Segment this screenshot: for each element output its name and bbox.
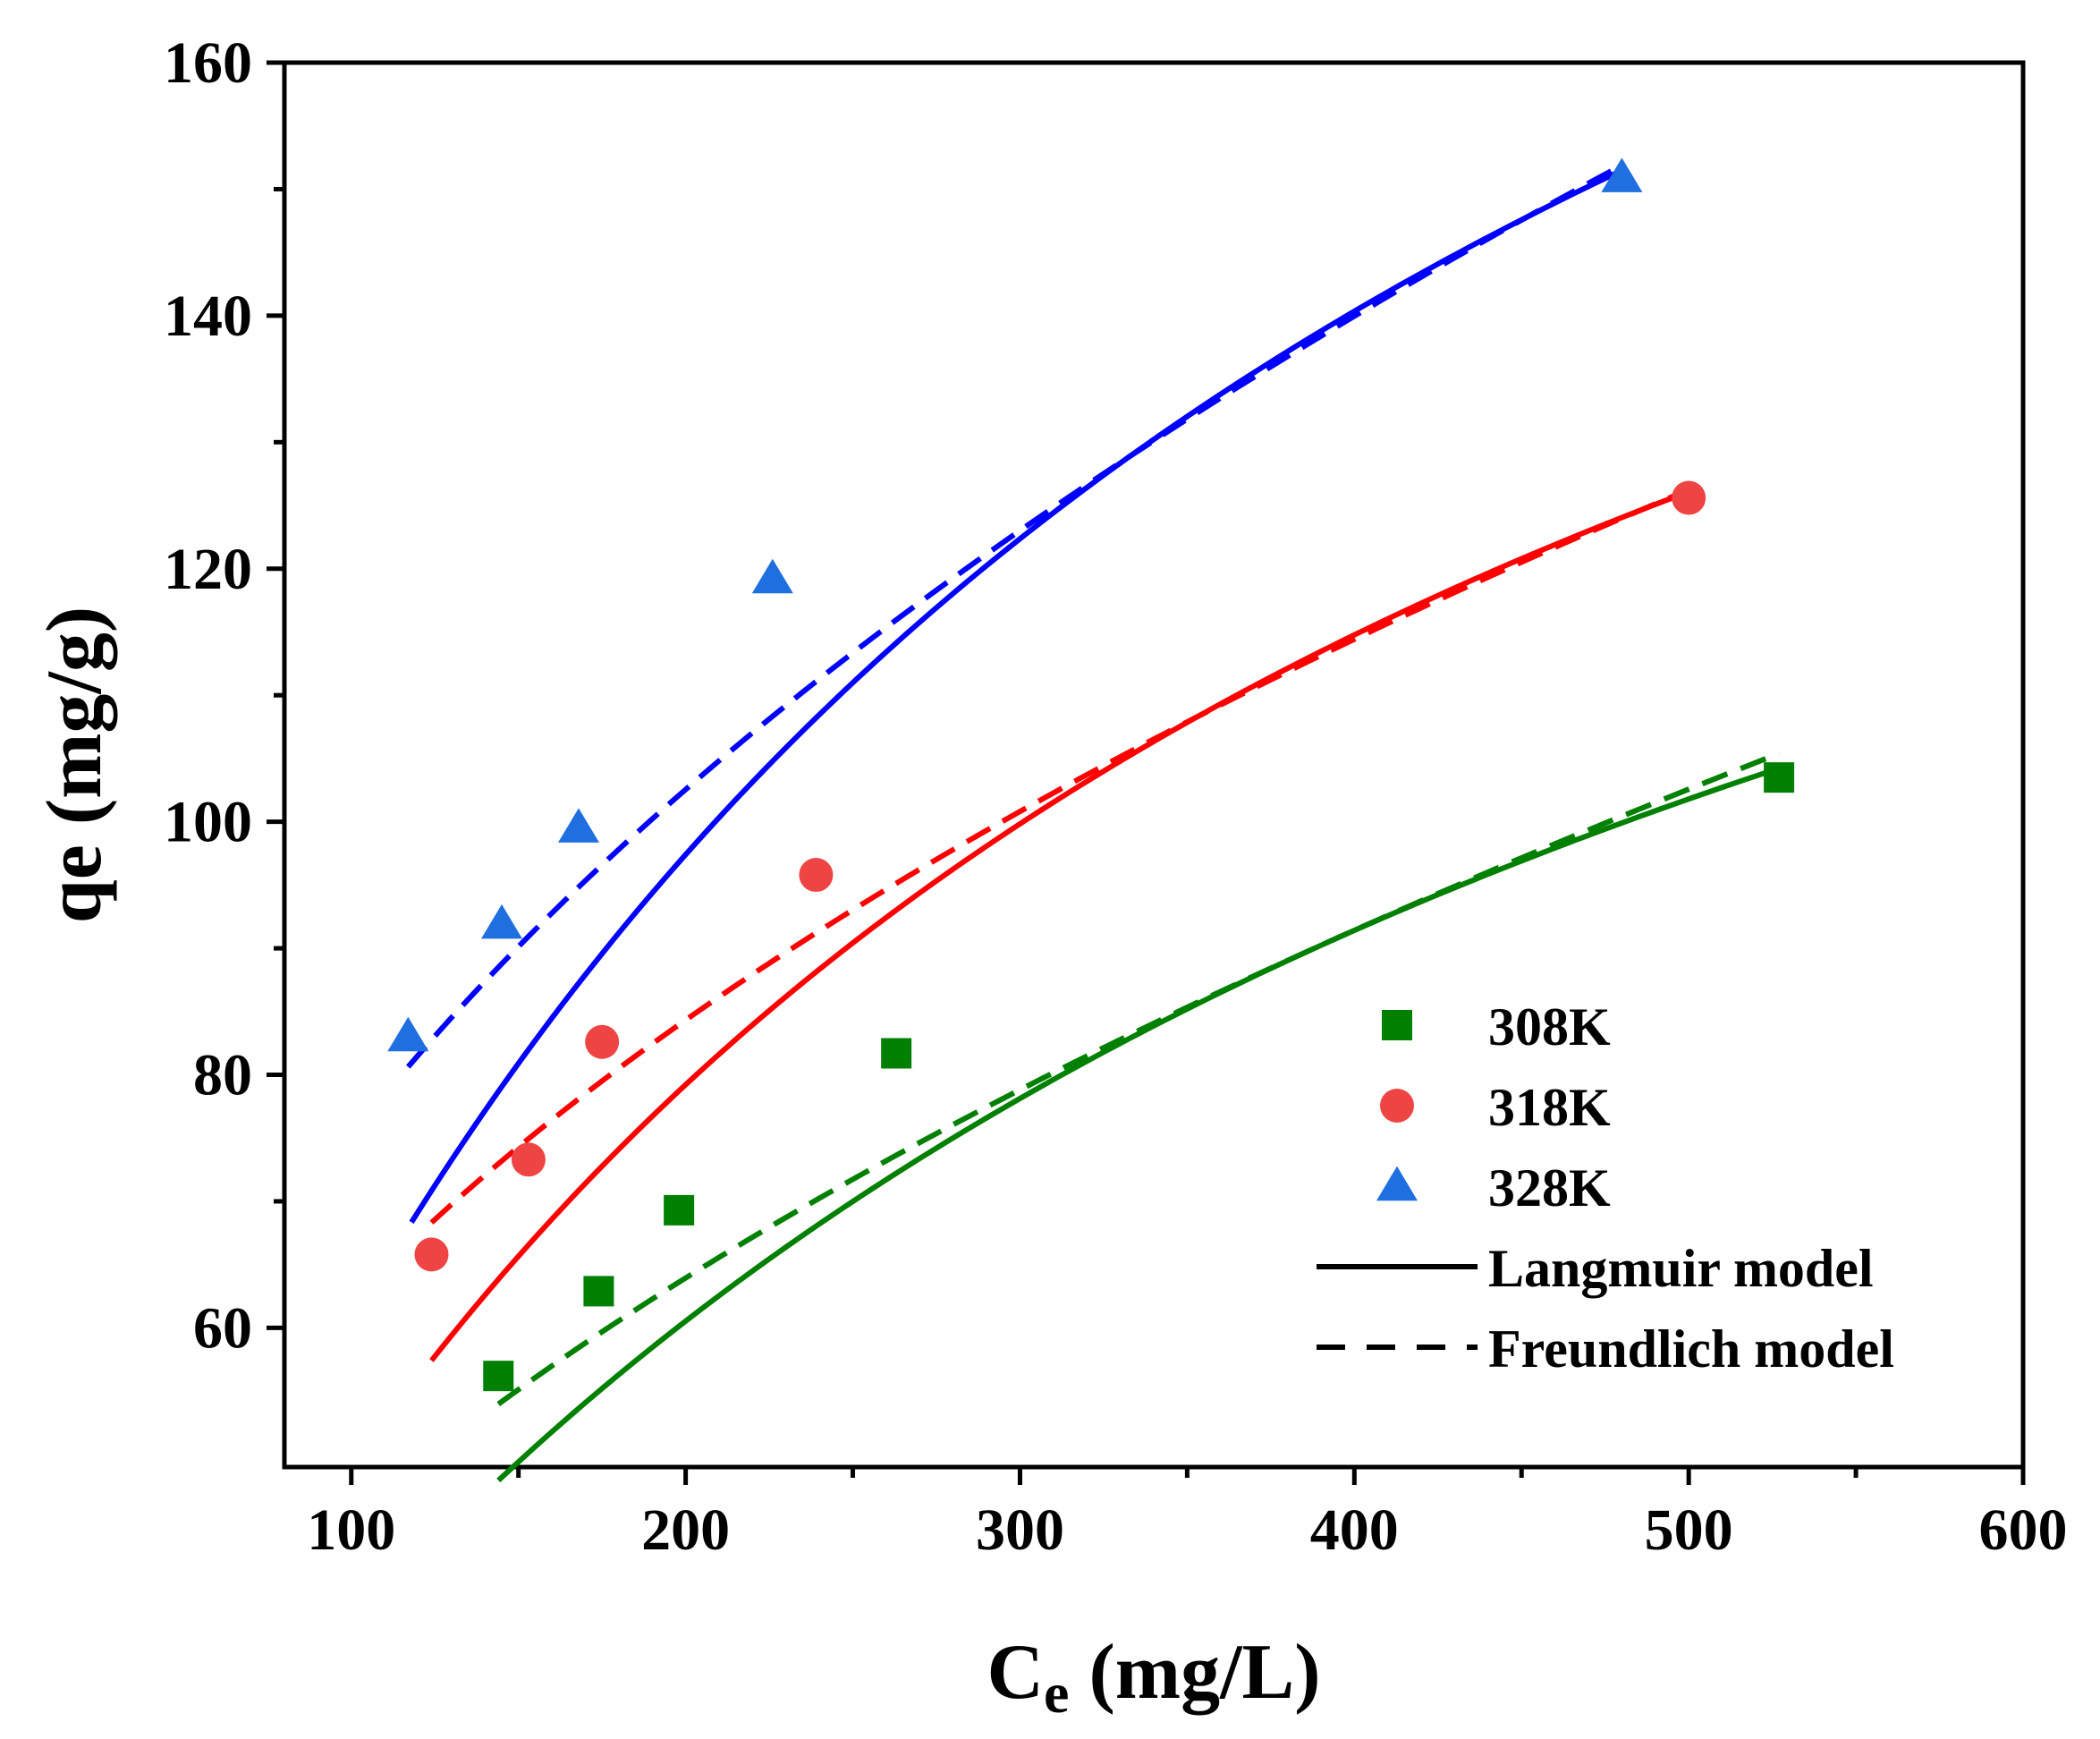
plot-frame — [282, 60, 2026, 1470]
data-point-318K — [414, 1237, 449, 1272]
data-point-308K — [664, 1194, 695, 1226]
axis-titles-layer: Ce (mg/L) qe (mg/g) — [31, 607, 1321, 1725]
data-point-308K — [881, 1038, 912, 1069]
y-tick-label: 160 — [164, 30, 252, 96]
model-curves-layer — [406, 163, 1781, 1483]
legend-label: Freundlich model — [1488, 1319, 1894, 1378]
x-tick-label: 300 — [976, 1497, 1064, 1563]
legend: 308K 318K 328K Langmuir model Freundlich mod… — [1317, 997, 1894, 1378]
legend-marker-308K — [1382, 1010, 1412, 1040]
x-tick-label: 500 — [1645, 1497, 1733, 1563]
y-tick-label: 120 — [164, 537, 252, 602]
langmuir-curve-318K — [429, 488, 1690, 1362]
axes-layer: 100 200 300 400 500 600 60 80 100 120 140 160 — [164, 30, 2068, 1563]
data-point-318K — [799, 858, 834, 893]
x-tick-label: 600 — [1979, 1497, 2068, 1563]
data-point-328K — [751, 558, 793, 594]
y-tick-label: 80 — [193, 1043, 252, 1108]
y-axis-title: qe (mg/g) — [31, 607, 118, 923]
data-point-318K — [511, 1142, 546, 1177]
legend-label: 308K — [1488, 997, 1611, 1056]
freundlich-curve-318K — [429, 487, 1690, 1225]
data-point-328K — [481, 903, 522, 939]
y-tick-label: 60 — [193, 1295, 252, 1361]
data-point-318K — [1672, 480, 1706, 515]
langmuir-curve-328K — [409, 167, 1623, 1224]
data-points-layer — [387, 157, 1795, 1392]
y-tick-label: 140 — [164, 284, 252, 349]
legend-marker-318K — [1380, 1089, 1414, 1123]
freundlich-curve-328K — [406, 163, 1623, 1069]
plot-frame-layer — [282, 60, 2026, 1470]
x-tick-label: 100 — [307, 1497, 395, 1563]
data-point-318K — [585, 1024, 620, 1059]
legend-marker-328K — [1376, 1166, 1418, 1201]
data-point-328K — [387, 1016, 429, 1052]
x-axis-title: Ce (mg/L) — [986, 1629, 1320, 1725]
data-point-308K — [483, 1361, 514, 1392]
legend-label: 328K — [1488, 1158, 1611, 1217]
data-point-308K — [583, 1276, 614, 1307]
data-point-328K — [1601, 157, 1643, 192]
y-tick-label: 100 — [164, 790, 252, 855]
data-point-328K — [557, 808, 599, 843]
x-tick-label: 400 — [1310, 1497, 1399, 1563]
langmuir-curve-308K — [496, 766, 1781, 1483]
data-point-308K — [1764, 762, 1795, 793]
legend-label: Langmuir model — [1488, 1239, 1874, 1298]
legend-label: 318K — [1488, 1078, 1611, 1137]
freundlich-curve-308K — [496, 751, 1781, 1407]
x-tick-label: 200 — [641, 1497, 730, 1563]
